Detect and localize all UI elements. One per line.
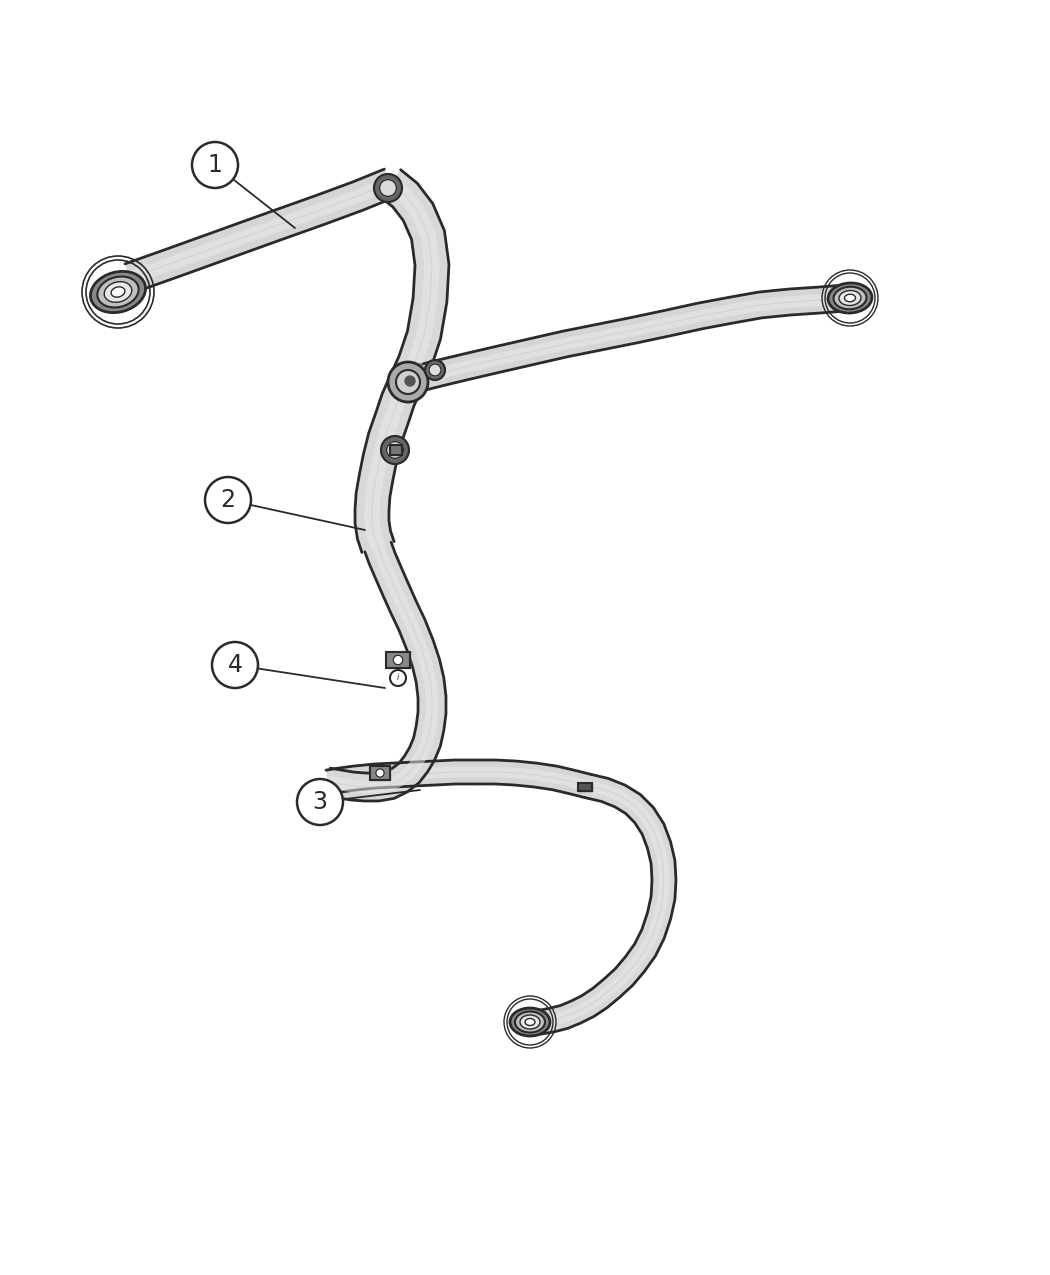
Polygon shape bbox=[125, 170, 396, 292]
Ellipse shape bbox=[510, 1009, 550, 1037]
Polygon shape bbox=[404, 292, 845, 388]
Circle shape bbox=[388, 362, 428, 402]
Ellipse shape bbox=[844, 295, 856, 302]
Circle shape bbox=[393, 655, 403, 664]
Circle shape bbox=[192, 142, 238, 187]
Ellipse shape bbox=[828, 283, 872, 314]
Text: 2: 2 bbox=[220, 488, 235, 513]
Circle shape bbox=[425, 360, 445, 380]
Bar bbox=[370, 766, 390, 780]
Polygon shape bbox=[530, 774, 676, 1034]
Text: 3: 3 bbox=[313, 790, 328, 813]
Circle shape bbox=[390, 669, 406, 686]
Ellipse shape bbox=[520, 1015, 540, 1029]
Bar bbox=[578, 783, 592, 790]
Polygon shape bbox=[402, 286, 846, 394]
Bar bbox=[386, 652, 410, 668]
Bar bbox=[386, 652, 410, 668]
Circle shape bbox=[374, 173, 402, 201]
Text: 4: 4 bbox=[228, 653, 243, 677]
Bar bbox=[578, 783, 592, 790]
Ellipse shape bbox=[98, 277, 139, 307]
Circle shape bbox=[297, 779, 343, 825]
Ellipse shape bbox=[834, 287, 866, 310]
Circle shape bbox=[376, 769, 384, 778]
Circle shape bbox=[212, 643, 258, 689]
Polygon shape bbox=[328, 766, 589, 792]
Bar bbox=[390, 445, 402, 455]
Ellipse shape bbox=[839, 291, 861, 306]
Ellipse shape bbox=[514, 1011, 545, 1033]
Bar bbox=[390, 445, 402, 455]
Circle shape bbox=[381, 436, 410, 464]
Circle shape bbox=[386, 441, 403, 459]
Ellipse shape bbox=[104, 282, 131, 302]
Polygon shape bbox=[327, 544, 438, 793]
Text: i: i bbox=[397, 673, 399, 682]
Polygon shape bbox=[530, 780, 670, 1028]
Bar bbox=[370, 766, 390, 780]
Polygon shape bbox=[364, 177, 440, 550]
Text: 1: 1 bbox=[208, 153, 223, 177]
Circle shape bbox=[405, 376, 415, 386]
Circle shape bbox=[205, 477, 251, 523]
Circle shape bbox=[429, 363, 441, 376]
Ellipse shape bbox=[90, 272, 146, 312]
Ellipse shape bbox=[111, 287, 125, 297]
Polygon shape bbox=[128, 177, 393, 284]
Circle shape bbox=[396, 370, 420, 394]
Ellipse shape bbox=[378, 180, 398, 194]
Polygon shape bbox=[355, 170, 449, 552]
Circle shape bbox=[380, 180, 397, 196]
Polygon shape bbox=[327, 760, 591, 798]
Ellipse shape bbox=[525, 1019, 536, 1025]
Polygon shape bbox=[326, 542, 446, 801]
